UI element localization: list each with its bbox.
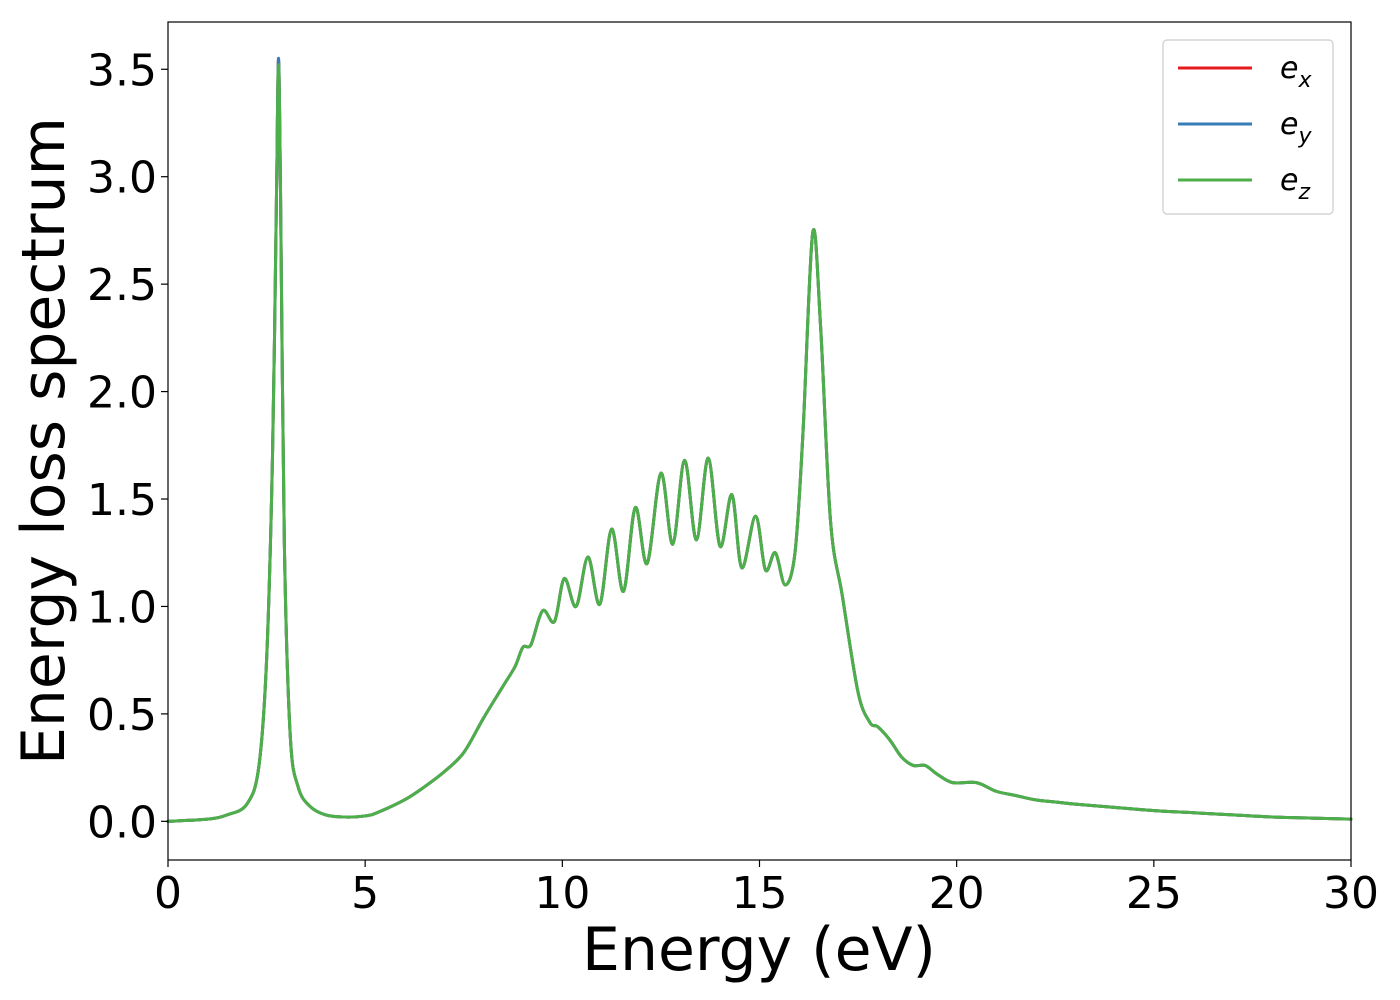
legend-box [1162,39,1334,215]
legend-label-subscript: x [1297,68,1312,93]
y-axis-ticks: 0.0 0.5 1.0 1.5 2.0 2.5 3.0 3.5 [87,45,168,848]
y-tick-label: 2.0 [87,368,157,419]
y-tick-label: 1.0 [87,582,157,633]
y-tick-label: 2.5 [87,260,157,311]
y-tick-label: 1.5 [87,475,157,526]
legend-label-subscript: z [1297,180,1310,205]
y-tick-label: 0.0 [87,797,157,848]
legend-label: ex [1280,51,1312,93]
legend-label-subscript: y [1297,124,1312,149]
x-tick-label: 5 [351,868,379,919]
legend-label-base: e [1280,163,1298,198]
legend-label: ez [1280,163,1310,205]
x-tick-label: 0 [154,868,182,919]
legend-label: ey [1280,107,1312,149]
y-tick-label: 3.5 [87,45,157,96]
legend-label-base: e [1280,107,1298,142]
x-tick-label: 15 [732,868,788,919]
legend-label-base: e [1280,51,1298,86]
series-line-ez [166,63,1353,823]
y-tick-label: 3.0 [87,153,157,204]
x-tick-label: 30 [1323,868,1379,919]
x-tick-label: 25 [1126,868,1182,919]
y-axis-title: Energy loss spectrum [9,117,79,765]
x-tick-label: 20 [929,868,985,919]
y-tick-label: 0.5 [87,690,157,741]
x-tick-label: 10 [534,868,590,919]
x-axis-title: Energy (eV) [582,915,936,985]
series-layer [166,57,1353,823]
x-axis-ticks: 0 5 10 15 20 25 30 [154,860,1379,919]
